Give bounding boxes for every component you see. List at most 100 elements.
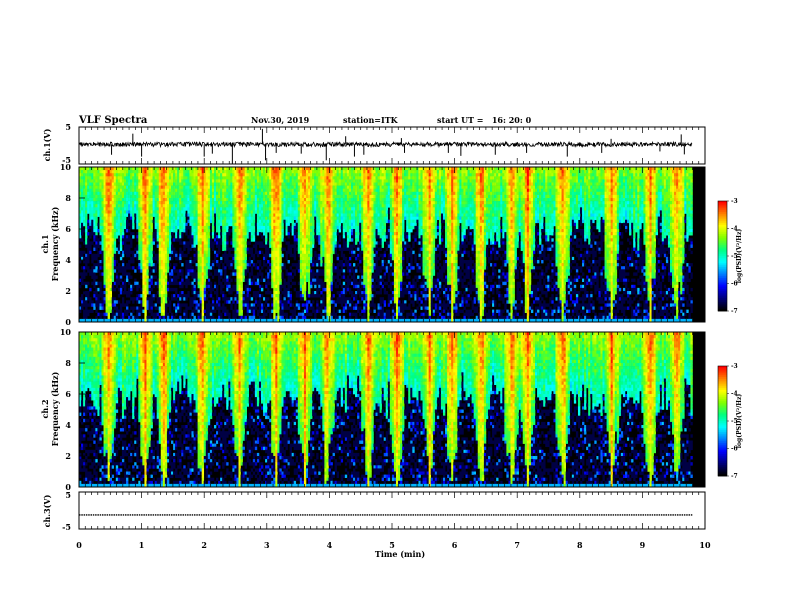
spectrogram-cell: [164, 294, 168, 298]
spectrogram-cell: [269, 179, 272, 183]
spectrogram-cell: [277, 291, 280, 295]
spectrogram-cell: [228, 170, 231, 174]
spectrogram-cell: [103, 269, 106, 273]
spectrogram-cell: [164, 253, 168, 258]
spectrogram-cell: [265, 170, 268, 174]
spectrogram-cell: [244, 250, 247, 255]
spectrogram-cell: [322, 318, 325, 323]
spectrogram-cell: [213, 291, 217, 295]
spectrogram-cell: [314, 204, 317, 208]
spectrogram-cell: [89, 297, 92, 301]
spectrogram-cell: [179, 260, 182, 264]
spectrogram-cell: [168, 182, 172, 186]
spectrogram-cell: [265, 194, 268, 199]
spectrogram-cell: [226, 241, 229, 245]
spectrogram-cell: [277, 185, 280, 189]
spectrogram-cell: [160, 300, 164, 304]
spectrogram-cell: [248, 232, 252, 236]
spectrogram-cell: [310, 244, 313, 248]
spectrogram-cell: [146, 170, 149, 174]
spectrogram-cell: [191, 235, 194, 239]
spectrogram-cell: [271, 185, 274, 189]
spectrogram-cell: [303, 281, 307, 286]
spectrogram-cell: [263, 278, 266, 282]
spectrogram-cell: [156, 256, 160, 261]
spectrogram-cell: [154, 318, 157, 323]
spectrogram-cell: [79, 204, 82, 208]
spectrogram-cell: [162, 318, 166, 323]
spectrogram-cell: [91, 229, 94, 233]
spectrogram-cell: [107, 266, 110, 270]
spectrogram-cell: [230, 201, 233, 205]
spectrogram-cell: [144, 247, 147, 251]
spectrogram-cell: [250, 229, 254, 233]
spectrogram-cell: [171, 216, 174, 220]
spectrogram-cell: [183, 229, 186, 233]
spectrogram-cell: [199, 238, 202, 242]
spectrogram-cell: [279, 173, 282, 177]
spectrogram-cell: [193, 225, 196, 230]
spectrogram-cell: [308, 269, 311, 273]
spectrogram-cell: [85, 182, 88, 186]
ch1-waveform-panel: 5 -5 ch.1(V): [42, 122, 706, 165]
spectrogram-cell: [191, 188, 194, 193]
spectrogram-cell: [234, 253, 237, 258]
spectrogram-cell: [289, 204, 292, 208]
spectrogram-cell: [242, 198, 245, 202]
spectrogram-cell: [318, 241, 321, 245]
spectrogram-cell: [285, 188, 288, 193]
spectrogram-cell: [160, 238, 164, 242]
spectrogram-cell: [320, 188, 323, 193]
spectrogram-cell: [269, 235, 272, 239]
spectrogram-cell: [293, 201, 297, 205]
spectrogram-cell: [316, 256, 319, 261]
spectrogram-cell: [179, 269, 182, 273]
spectrogram-cell: [123, 191, 127, 196]
spectrogram-cell: [220, 191, 223, 196]
spectrogram-cell: [105, 210, 108, 214]
spectrogram-cell: [205, 232, 209, 236]
spectrogram-cell: [148, 260, 151, 264]
spectrogram-cell: [189, 198, 192, 202]
spectrogram-cell: [117, 309, 121, 313]
spectrogram-cell: [95, 263, 98, 267]
spectrogram-cell: [305, 256, 309, 261]
spectrogram-cell: [117, 318, 121, 323]
spectrogram-cell: [279, 241, 282, 245]
spectrogram-cell: [183, 170, 186, 174]
spectrogram-cell: [322, 222, 325, 227]
spectrogram-cell: [242, 176, 245, 180]
spectrogram-cell: [295, 300, 299, 304]
spectrogram-cell: [224, 235, 227, 239]
spectrogram-cell: [142, 269, 145, 273]
spectrogram-cell: [111, 241, 115, 245]
spectrogram-cell: [254, 300, 258, 304]
spectrogram-cell: [281, 222, 284, 227]
spectrogram-cell: [254, 185, 258, 189]
spectrogram-cell: [113, 188, 117, 193]
spectrogram-cell: [291, 318, 295, 323]
spectrogram-cell: [95, 225, 98, 230]
spectrogram-cell: [261, 213, 264, 217]
spectrogram-cell: [303, 256, 307, 261]
spectrogram-cell: [242, 238, 245, 242]
spectrogram-cell: [216, 213, 219, 217]
spectrogram-cell: [105, 291, 108, 295]
spectrogram-cell: [248, 306, 252, 310]
spectrogram-cell: [187, 179, 190, 183]
spectrogram-cell: [79, 179, 82, 183]
spectrogram-cell: [295, 182, 299, 186]
spectrogram-cell: [316, 185, 319, 189]
spectrogram-cell: [148, 300, 151, 304]
spectrogram-cell: [193, 170, 196, 174]
spectrogram-cell: [152, 210, 155, 214]
spectrogram-cell: [242, 229, 245, 233]
spectrogram-cell: [162, 260, 166, 264]
spectrogram-cell: [287, 287, 290, 292]
spectrogram-cell: [199, 250, 202, 255]
spectrogram-cell: [244, 229, 247, 233]
spectrogram-cell: [93, 232, 96, 236]
spectrogram-cell: [154, 210, 157, 214]
spectrogram-cell: [91, 188, 94, 193]
spectrogram-cell: [222, 235, 225, 239]
